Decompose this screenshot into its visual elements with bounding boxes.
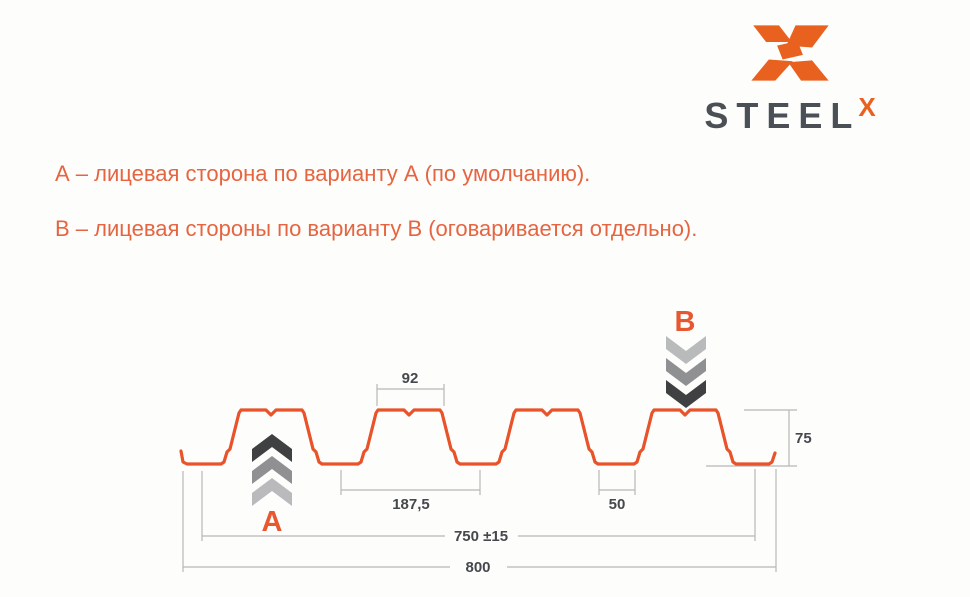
- variant-b-label: В: [675, 306, 696, 338]
- profile-outline: [179, 408, 777, 466]
- logo-x-superscript: X: [858, 92, 876, 122]
- dim-50-label: 50: [609, 496, 626, 513]
- dimension-valley-width: 50: [598, 470, 636, 513]
- variant-a-chevrons-icon: [252, 434, 292, 506]
- dimension-pitch: 187,5: [340, 470, 481, 513]
- variant-b-chevrons-icon: [666, 336, 706, 408]
- dimension-working-width: 750 ±15: [201, 469, 756, 545]
- dimension-height: 75: [706, 409, 812, 467]
- dim-187-label: 187,5: [392, 496, 430, 513]
- steelx-logo: STEEL X: [682, 16, 898, 134]
- dim-750-label: 750 ±15: [454, 528, 508, 545]
- steelx-mark-icon: [751, 25, 829, 81]
- dim-75-label: 75: [795, 430, 812, 447]
- dimension-rib-top-width: 92: [376, 370, 445, 406]
- logo-wordmark: STEEL X: [704, 94, 875, 136]
- logo-steel-text: STEEL: [704, 95, 861, 136]
- dimension-overall-width: 800: [182, 469, 777, 576]
- dim-92-label: 92: [402, 370, 419, 387]
- note-variant-a: А – лицевая сторона по варианту А (по ум…: [55, 161, 591, 186]
- dim-800-label: 800: [465, 559, 490, 576]
- variant-a-label: А: [262, 506, 283, 538]
- note-variant-b: В – лицевая стороны по варианту В (огова…: [55, 216, 698, 241]
